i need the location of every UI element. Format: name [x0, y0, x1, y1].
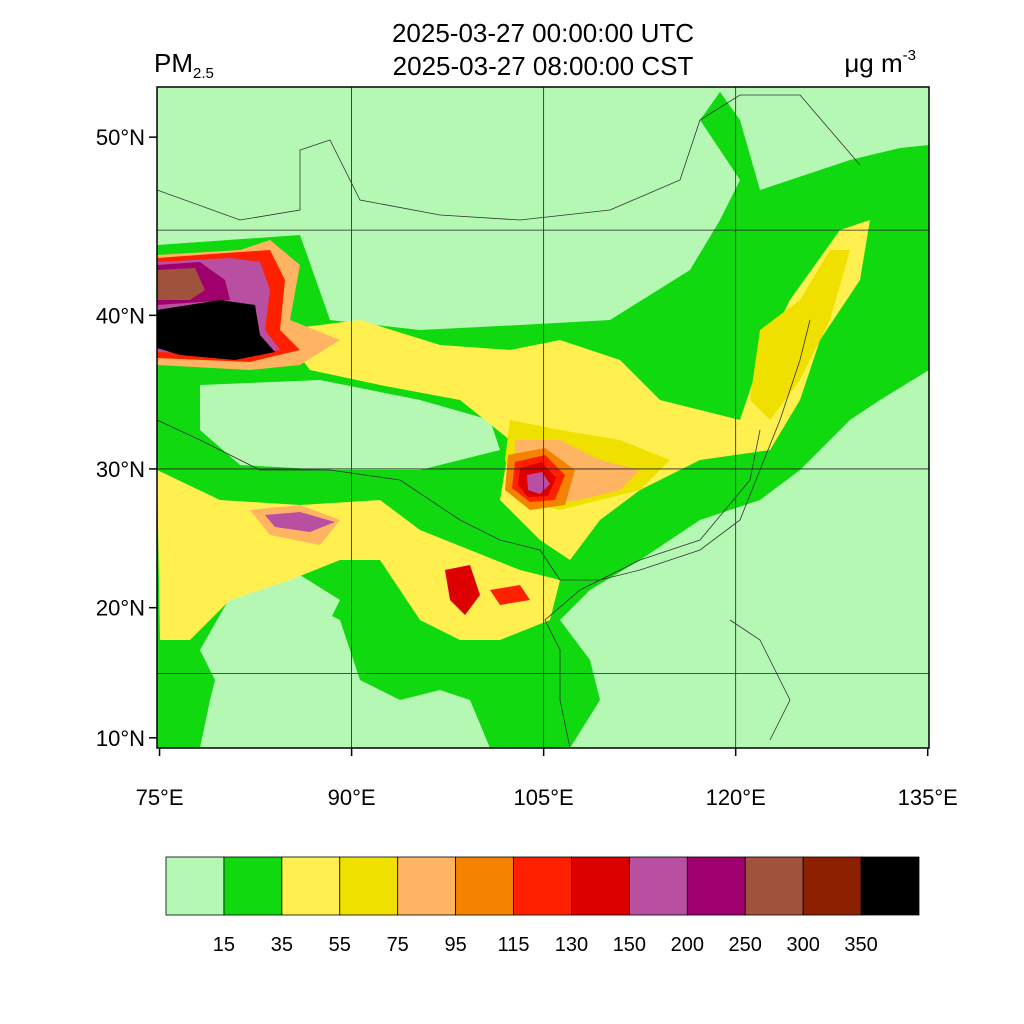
- lat-tick-label: 10°N: [96, 726, 145, 751]
- axes: 50°N 40°N 30°N 20°N 10°N 75°E 90°E 105°E 120°E 13…: [96, 125, 958, 810]
- field-region: [157, 300, 275, 360]
- colorbar-label: 250: [729, 934, 762, 956]
- colorbar-label: 130: [555, 934, 588, 956]
- units-text: μg m: [844, 48, 902, 78]
- title-line: 2025-03-27 08:00:00 CST: [393, 51, 694, 81]
- field-region: [157, 268, 205, 300]
- colorbar-box: [223, 856, 283, 916]
- graticule: [157, 87, 929, 748]
- field-region: [445, 565, 480, 615]
- field-region: [280, 220, 870, 560]
- variable-subscript: 2.5: [193, 65, 214, 82]
- borders: [157, 94, 861, 748]
- colorbar-label: 150: [613, 934, 646, 956]
- colorbar-box: [513, 856, 572, 916]
- colorbar-label: 115: [498, 934, 530, 956]
- lon-tick-label: 90°E: [328, 785, 376, 810]
- colorbar-box: [165, 856, 225, 916]
- pollution-field: [157, 87, 929, 748]
- variable-text: PM: [154, 48, 193, 78]
- colorbar-box: [397, 856, 457, 916]
- coast-line: [544, 429, 761, 748]
- coast-line: [729, 619, 791, 741]
- colorbar-box: [571, 856, 630, 916]
- units-label: μg m-3: [844, 47, 916, 78]
- lon-tick-label: 120°E: [706, 785, 766, 810]
- border-line: [157, 94, 861, 221]
- lat-tick-label: 50°N: [96, 125, 145, 150]
- lon-tick-label: 135°E: [898, 785, 958, 810]
- colorbar-box: [628, 856, 688, 916]
- field-region: [265, 512, 335, 532]
- units-superscript: -3: [903, 47, 916, 64]
- colorbar-box: [281, 856, 341, 916]
- field-region: [200, 380, 500, 470]
- colorbar-label: 350: [844, 934, 877, 956]
- colorbar-label: 15: [213, 934, 235, 956]
- field-region: [200, 575, 340, 690]
- lat-tick-label: 30°N: [96, 457, 145, 482]
- lon-tick-label: 105°E: [514, 785, 574, 810]
- colorbar-label: 300: [786, 934, 819, 956]
- colorbar-label: 35: [271, 934, 293, 956]
- colorbar-box: [339, 856, 399, 916]
- colorbar-label: 200: [671, 934, 704, 956]
- border-line: [157, 319, 811, 581]
- colorbar-box: [686, 856, 746, 916]
- colorbar-label: 55: [329, 934, 351, 956]
- colorbar-box: [744, 856, 804, 916]
- colorbar-box: [455, 856, 514, 916]
- lat-tick-label: 20°N: [96, 596, 145, 621]
- colorbar-box: [860, 856, 920, 916]
- field-region: [750, 250, 850, 420]
- field-region: [490, 585, 530, 605]
- variable-label: PM2.5: [154, 48, 214, 82]
- lon-tick-label: 75°E: [136, 785, 184, 810]
- colorbar-box: [802, 856, 862, 916]
- field-region: [527, 472, 550, 494]
- title-line: 2025-03-27 00:00:00 UTC: [392, 18, 694, 48]
- colorbar: 15 35 55 75 95 115 130 150 200 250 300 350: [165, 856, 920, 956]
- lat-tick-label: 40°N: [96, 303, 145, 328]
- colorbar-label: 95: [444, 934, 466, 956]
- colorbar-label: 75: [387, 934, 409, 956]
